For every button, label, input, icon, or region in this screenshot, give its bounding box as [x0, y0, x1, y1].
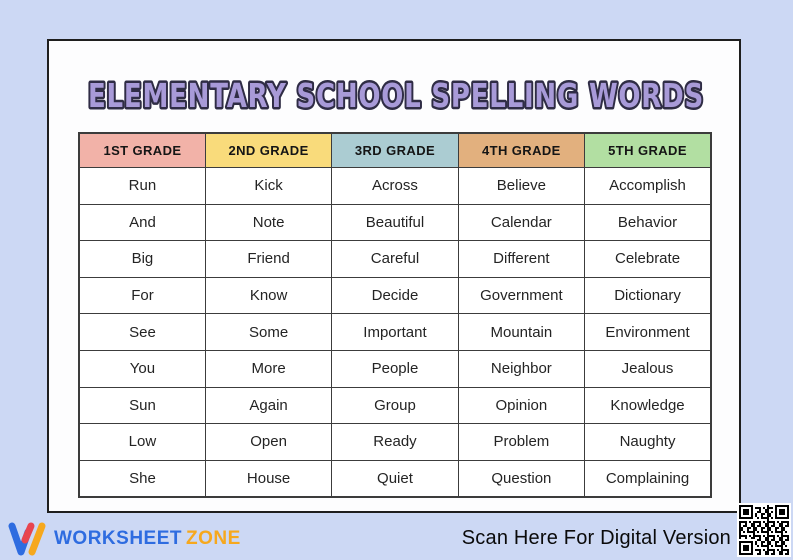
- word-cell: Problem: [457, 423, 586, 461]
- word-cell: Run: [78, 167, 206, 205]
- word-cell: Accomplish: [584, 167, 712, 205]
- word-cell: Sun: [78, 386, 206, 425]
- word-cell: Neighbor: [457, 349, 586, 388]
- word-cell: Know: [204, 276, 333, 315]
- column-header: 5TH GRADE: [584, 132, 712, 168]
- word-cell: Some: [204, 313, 333, 351]
- table-row: Sun Again Group Opinion Knowledge: [78, 386, 712, 425]
- word-cell: More: [204, 349, 333, 388]
- table-header-row: 1ST GRADE 2ND GRADE 3RD GRADE 4TH GRADE 5TH …: [78, 132, 712, 168]
- table-row: She House Quiet Question Complaining: [78, 459, 712, 498]
- spelling-table: 1ST GRADE 2ND GRADE 3RD GRADE 4TH GRADE 5TH …: [78, 132, 712, 499]
- word-cell: Again: [204, 386, 333, 425]
- word-cell: For: [78, 276, 206, 315]
- word-cell: Different: [457, 240, 586, 278]
- word-cell: Naughty: [584, 423, 712, 461]
- logo-text-zone: ZONE: [186, 528, 241, 549]
- word-cell: Believe: [457, 167, 586, 205]
- word-cell: Complaining: [584, 459, 712, 498]
- word-cell: Open: [204, 423, 333, 461]
- word-cell: Question: [457, 459, 586, 498]
- page-title-graphic: ELEMENTARY SCHOOL SPELLING WORDS: [86, 74, 706, 118]
- word-cell: Government: [457, 276, 586, 315]
- word-cell: Knowledge: [584, 386, 712, 425]
- word-cell: You: [78, 349, 206, 388]
- word-cell: Note: [204, 203, 333, 242]
- table-row: Big Friend Careful Different Celebrate: [78, 240, 712, 278]
- word-cell: Mountain: [457, 313, 586, 351]
- footer-logo: WORKSHEET ZONE: [8, 518, 241, 560]
- table-row: For Know Decide Government Dictionary: [78, 276, 712, 315]
- word-cell: Group: [331, 386, 459, 425]
- word-cell: Calendar: [457, 203, 586, 242]
- word-cell: Beautiful: [331, 203, 459, 242]
- table-row: See Some Important Mountain Environment: [78, 313, 712, 351]
- worksheet-card: ELEMENTARY SCHOOL SPELLING WORDS 1ST GRA…: [47, 39, 741, 513]
- column-header: 3RD GRADE: [331, 132, 459, 168]
- word-cell: Important: [331, 313, 459, 351]
- word-cell: People: [331, 349, 459, 388]
- word-cell: Celebrate: [584, 240, 712, 278]
- scan-instruction: Scan Here For Digital Version: [461, 527, 731, 549]
- table-row: Run Kick Across Believe Accomplish: [78, 167, 712, 205]
- word-cell: Kick: [204, 167, 333, 205]
- word-cell: She: [78, 459, 206, 498]
- qr-code: [737, 503, 791, 557]
- word-cell: Careful: [331, 240, 459, 278]
- column-header: 4TH GRADE: [457, 132, 586, 168]
- table-row: And Note Beautiful Calendar Behavior: [78, 203, 712, 242]
- word-cell: Decide: [331, 276, 459, 315]
- worksheetzone-logo-icon: [8, 522, 46, 556]
- word-cell: Environment: [584, 313, 712, 351]
- word-cell: Low: [78, 423, 206, 461]
- column-header: 1ST GRADE: [78, 132, 206, 168]
- logo-text-worksheet: WORKSHEET: [54, 528, 182, 549]
- page-title: ELEMENTARY SCHOOL SPELLING WORDS: [88, 76, 704, 115]
- word-cell: House: [204, 459, 333, 498]
- table-row: Low Open Ready Problem Naughty: [78, 423, 712, 461]
- word-cell: See: [78, 313, 206, 351]
- word-cell: And: [78, 203, 206, 242]
- table-row: You More People Neighbor Jealous: [78, 349, 712, 388]
- word-cell: Friend: [204, 240, 333, 278]
- word-cell: Ready: [331, 423, 459, 461]
- word-cell: Behavior: [584, 203, 712, 242]
- word-cell: Jealous: [584, 349, 712, 388]
- word-cell: Quiet: [331, 459, 459, 498]
- word-cell: Big: [78, 240, 206, 278]
- word-cell: Across: [331, 167, 459, 205]
- column-header: 2ND GRADE: [204, 132, 333, 168]
- word-cell: Opinion: [457, 386, 586, 425]
- word-cell: Dictionary: [584, 276, 712, 315]
